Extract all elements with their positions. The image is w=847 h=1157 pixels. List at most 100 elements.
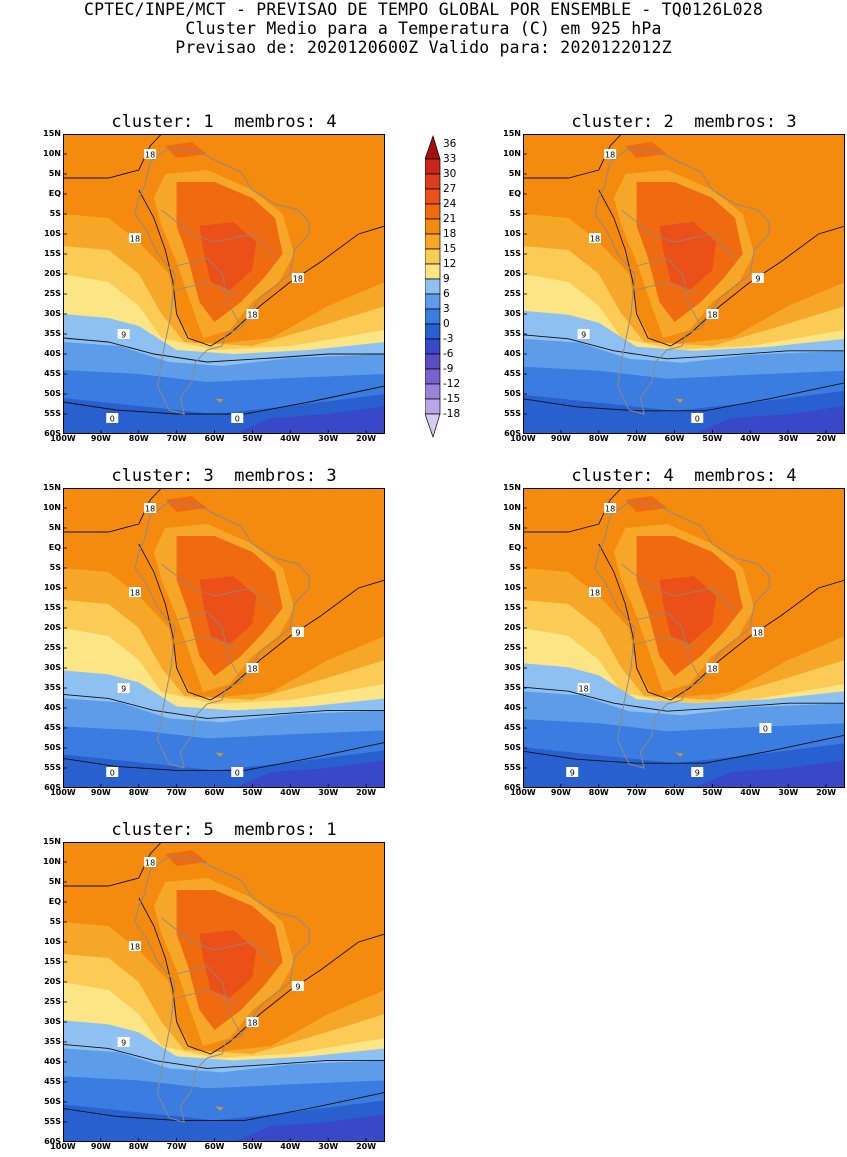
lon-tick-label: 50W [702,788,723,797]
lat-tick-label: 30S [504,663,521,672]
svg-text:18: 18 [145,859,155,868]
svg-text:18: 18 [130,589,140,598]
contour-label: 9 [751,273,764,284]
lat-tick-label: 55S [504,409,521,418]
svg-text:9: 9 [295,983,300,992]
legend-label: 27 [443,183,457,195]
lat-tick-label: 5S [49,917,61,926]
lat-tick-label: 5S [509,563,521,572]
lat-tick-label: 15S [44,249,61,258]
lon-tick-label: 80W [588,434,609,443]
lat-tick-label: 5N [48,169,61,178]
svg-text:9: 9 [121,331,126,340]
contour-label: 9 [691,767,704,778]
lon-tick-label: 60W [204,1142,225,1151]
temperature-map: 18 18 18 18 18 9 9 0 [523,488,845,788]
lat-tick-label: 10S [504,583,521,592]
figure-header: CPTEC/INPE/MCT - PREVISAO DE TEMPO GLOBA… [0,0,847,57]
svg-text:18: 18 [605,505,615,514]
svg-text:18: 18 [247,1019,257,1028]
lat-tick-label: 25S [504,643,521,652]
lon-tick-label: 30W [778,434,799,443]
lat-tick-label: 45S [44,1077,61,1086]
svg-text:18: 18 [145,505,155,514]
svg-text:9: 9 [570,769,575,778]
lat-tick-label: 10N [503,149,521,158]
lat-tick-label: 15N [43,129,61,138]
lat-tick-label: EQ [48,897,61,906]
svg-text:0: 0 [110,769,115,778]
lon-tick-label: 60W [204,788,225,797]
lat-tick-label: 60S [44,1137,61,1146]
lat-tick-label: 10N [503,503,521,512]
contour-label: 18 [577,683,590,694]
lat-tick-label: 30S [504,309,521,318]
legend-label: -6 [443,348,454,360]
legend-label: 9 [443,273,450,285]
lat-tick-label: 30S [44,1017,61,1026]
svg-text:9: 9 [121,1039,126,1048]
svg-text:0: 0 [110,415,115,424]
contour-label: 18 [128,233,141,244]
contour-label: 9 [291,981,304,992]
legend-label: 12 [443,258,457,270]
lon-tick-label: 20W [816,788,837,797]
lat-tick-label: 10S [44,937,61,946]
lon-tick-label: 20W [356,434,377,443]
contour-label: 9 [117,1037,130,1048]
lon-tick-label: 60W [664,434,685,443]
lat-tick-label: 55S [44,1117,61,1126]
svg-text:0: 0 [695,415,700,424]
svg-text:18: 18 [605,151,615,160]
svg-text:18: 18 [707,665,717,674]
legend-label: -12 [443,378,461,390]
lon-tick-label: 40W [280,434,301,443]
lon-tick-label: 100W [50,1142,76,1151]
legend-swatch [424,353,441,370]
legend-swatch [424,188,441,205]
panel-title: cluster: 4 membros: 4 [571,466,797,486]
lon-tick-label: 20W [356,1142,377,1151]
lat-tick-label: 10N [43,857,61,866]
legend-swatch [424,398,441,415]
lat-tick-label: 40S [44,349,61,358]
lon-tick-label: 50W [702,434,723,443]
lat-tick-label: 40S [504,703,521,712]
panel-title: cluster: 5 membros: 1 [111,820,337,840]
lat-tick-label: 50S [504,389,521,398]
legend-label: 3 [443,303,450,315]
color-legend: 36 33 30 27 24 21 18 15 12 9 6 3 0 -3 -6 -9 -12 -15 -18 [424,134,475,444]
lat-tick-label: EQ [508,543,521,552]
header-line-1: CPTEC/INPE/MCT - PREVISAO DE TEMPO GLOBA… [84,0,763,19]
svg-text:0: 0 [235,415,240,424]
map-panel-2: cluster: 2 membros: 3 18 18 18 9 9 0 15N 10N 5N EQ… [503,112,845,443]
legend-label: 21 [443,213,457,225]
contour-label: 0 [231,413,244,424]
legend-swatch [424,248,441,265]
legend-swatch [424,134,441,160]
svg-text:18: 18 [579,685,589,694]
lat-tick-label: EQ [48,189,61,198]
lon-tick-label: 20W [816,434,837,443]
lon-tick-label: 50W [242,1142,263,1151]
contour-label: 18 [588,233,601,244]
lon-tick-label: 50W [242,434,263,443]
lon-tick-label: 70W [626,434,647,443]
lat-tick-label: 25S [504,289,521,298]
temperature-map: 18 18 18 9 9 0 0 [63,488,385,788]
legend-swatch [424,233,441,250]
lat-tick-label: 40S [504,349,521,358]
lon-tick-label: 90W [550,788,571,797]
lat-tick-label: 10S [44,229,61,238]
contour-label: 9 [577,329,590,340]
svg-text:9: 9 [295,629,300,638]
lon-tick-label: 30W [318,434,339,443]
lon-tick-label: 80W [588,788,609,797]
lat-tick-label: 20S [504,623,521,632]
legend-label: -3 [443,333,454,345]
temperature-map: 18 18 18 9 9 [63,842,385,1142]
lat-tick-label: 60S [44,429,61,438]
lat-tick-label: 45S [504,723,521,732]
contour-label: 0 [106,413,119,424]
contour-label: 18 [144,857,157,868]
